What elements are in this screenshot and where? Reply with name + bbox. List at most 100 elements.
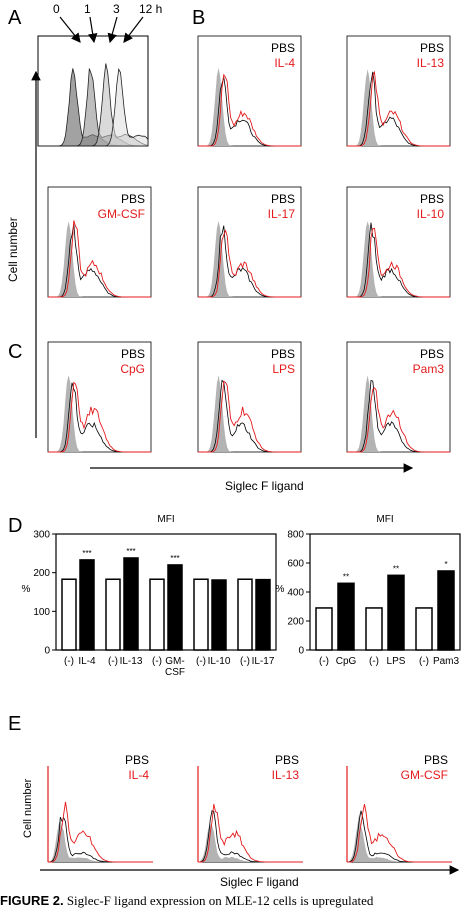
stimulated-histogram [48, 220, 151, 298]
panel-letter-d: D [8, 515, 22, 537]
arrow-3 [107, 16, 118, 44]
histogram-stim-label: IL-4 [274, 56, 295, 70]
x-tick-minus: (-) [319, 656, 329, 667]
histogram-frame [197, 186, 302, 298]
histogram-ref-label: PBS [271, 41, 295, 55]
panel-letter-c: C [8, 341, 22, 363]
y-tick-label: 200 [287, 617, 304, 628]
arrow-0 [59, 16, 81, 43]
isotype-histogram [198, 67, 301, 146]
isotype-histogram [347, 812, 452, 862]
significance-marker: *** [82, 549, 91, 558]
histogram-ref-label: PBS [420, 192, 444, 206]
stimulated-histogram [48, 801, 153, 863]
histogram-stim-label: IL-10 [417, 207, 445, 221]
x-tick-minus: (-) [419, 656, 429, 667]
arrow-12h [123, 16, 144, 43]
histogram-stim-label: IL-13 [417, 56, 445, 70]
stimulated-histogram [347, 387, 450, 453]
y-tick-label: 0 [44, 646, 50, 657]
bar-treated-lps [387, 574, 405, 651]
panel-a-histogram-3 [38, 68, 149, 147]
time-label-1: 1 [84, 2, 91, 16]
chart-ylabel: % [276, 584, 285, 595]
stimulated-histogram [198, 380, 301, 453]
x-tick-label: Pam3 [433, 656, 460, 667]
y-tick-label: 300 [33, 530, 50, 541]
x-tick-label: IL-4 [78, 656, 96, 667]
histogram-ref-label: PBS [424, 753, 448, 767]
isotype-histogram [198, 824, 303, 862]
x-tick-label: IL-10 [208, 656, 231, 667]
bar-control-lps [365, 607, 383, 651]
panel-letter-e: E [8, 713, 21, 735]
x-tick-label: CSF [165, 667, 185, 678]
panel-e-siglec-label: Siglec F ligand [220, 875, 299, 889]
siglec-f-ligand-label: Siglec F ligand [225, 479, 304, 493]
y-tick-label: 800 [287, 530, 304, 541]
stimulated-histogram [198, 229, 301, 298]
bar-treated-cpg [337, 582, 355, 651]
histogram-stim-label: LPS [272, 362, 295, 376]
stimulated-histogram [347, 804, 452, 863]
histogram-stim-label: CpG [120, 362, 145, 376]
chart-title: MFI [157, 514, 174, 525]
x-tick-minus: (-) [108, 656, 118, 667]
y-tick-label: 0 [298, 646, 304, 657]
bar-treated-pam3 [437, 570, 455, 651]
x-tick-label: LPS [387, 656, 406, 667]
panel-a: 0 1 3 12 h [37, 2, 162, 147]
panel-e-cell-number-label: Cell number [22, 778, 34, 838]
x-tick-minus: (-) [240, 656, 250, 667]
chart-frame [55, 533, 277, 651]
mfi-chart-tlr: MFI% 0 200 400 600 800 ** (-) CpG ** (-) LPS * (-) Pam… [276, 514, 461, 667]
isotype-histogram [48, 819, 153, 862]
arrow-1 [87, 16, 98, 44]
y-tick-label: 400 [287, 588, 304, 599]
bar-control-il-10 [193, 578, 209, 651]
time-label-0: 0 [53, 2, 60, 16]
x-tick-label: IL-13 [120, 656, 143, 667]
x-tick-minus: (-) [152, 656, 162, 667]
panel-a-curves [38, 63, 149, 147]
isotype-histogram [48, 221, 151, 297]
bar-control-pam3 [415, 607, 433, 651]
x-tick-label: IL-17 [252, 656, 275, 667]
histogram-stim-label: GM-CSF [98, 207, 145, 221]
histogram-ref-label: PBS [420, 347, 444, 361]
figure-caption-text: Siglec-F ligand expression on MLE-12 cel… [66, 893, 374, 908]
x-tick-label: GM- [165, 656, 184, 667]
x-tick-label: CpG [336, 656, 357, 667]
isotype-histogram [347, 221, 450, 297]
significance-marker: *** [126, 547, 135, 556]
isotype-histogram [48, 375, 151, 452]
bar-control-cpg [315, 607, 333, 651]
y-tick-label: 600 [287, 559, 304, 570]
histogram-stim-label: IL-17 [268, 207, 296, 221]
histogram-ref-label: PBS [275, 753, 299, 767]
x-tick-minus: (-) [64, 656, 74, 667]
bar-treated-gm-csf [167, 564, 183, 651]
histogram-ref-label: PBS [420, 41, 444, 55]
figure-caption-label: FIGURE 2. [0, 893, 64, 908]
isotype-histogram [347, 69, 450, 146]
histogram-ref-label: PBS [125, 753, 149, 767]
time-label-12h: 12 h [139, 2, 162, 16]
stimulated-histogram [198, 804, 303, 863]
histogram-ref-label: PBS [121, 192, 145, 206]
stimulated-histogram [347, 227, 450, 298]
stimulated-histogram [48, 381, 151, 453]
histogram-grid: PBSIL-4PBSIL-13PBSGM-CSFPBSIL-17PBSIL-10… [47, 35, 451, 453]
bar-treated-il-13 [123, 557, 139, 651]
bar-control-il-4 [61, 578, 77, 651]
histogram-stim-label: IL-4 [128, 768, 149, 782]
